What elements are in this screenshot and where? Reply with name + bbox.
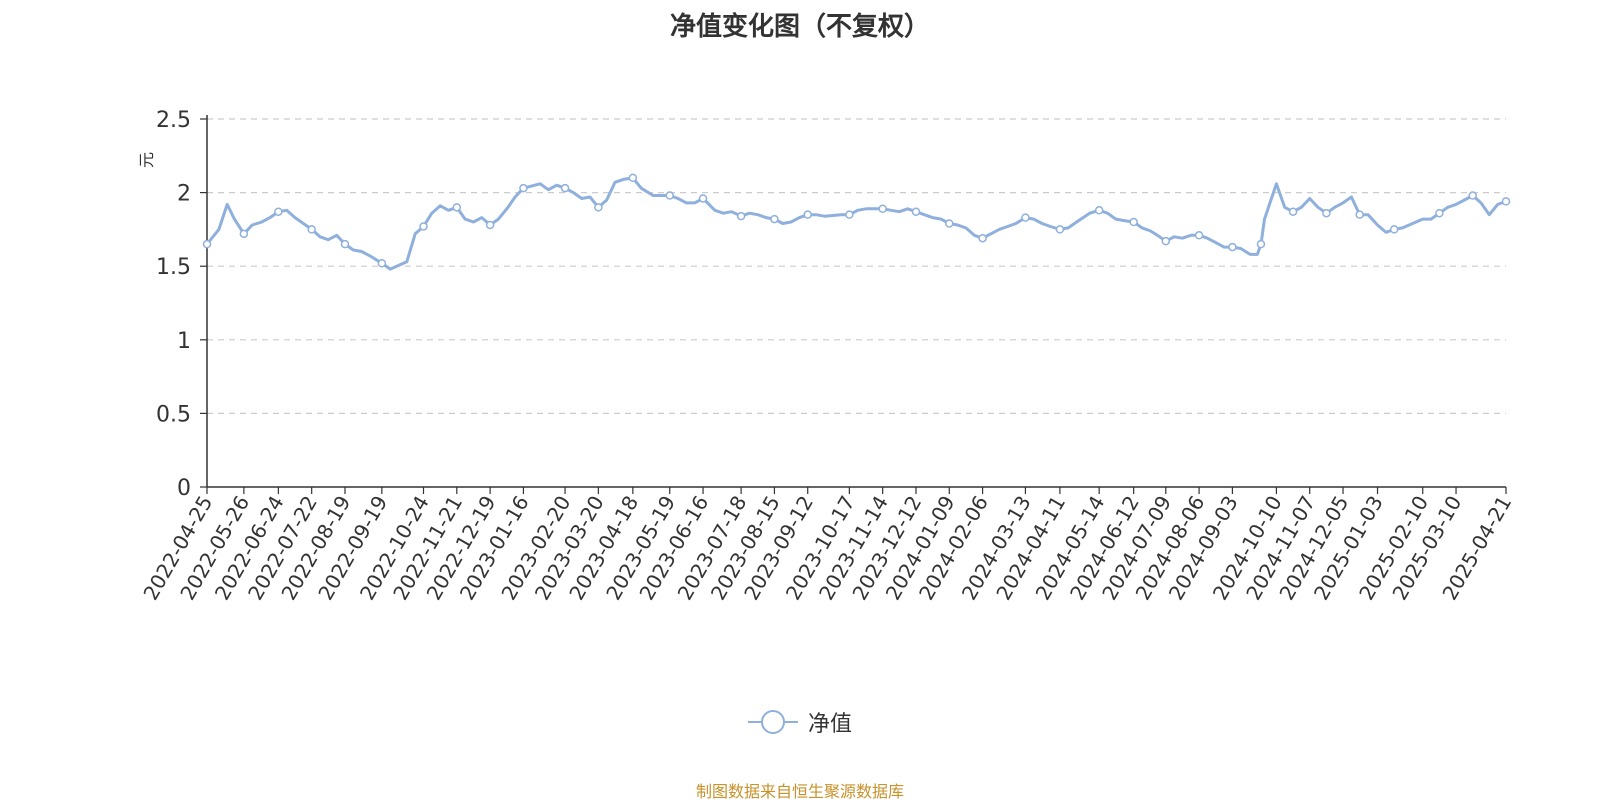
data-point-36[interactable] (519, 183, 528, 193)
data-point-80[interactable] (911, 207, 921, 216)
data-point-100[interactable] (1094, 206, 1104, 215)
series-layer (202, 173, 1511, 271)
data-point-52[interactable] (665, 191, 674, 200)
data-point-136[interactable] (1389, 225, 1399, 234)
legend-label: 净值 (807, 712, 852, 737)
x-tick-labels: 2022-04-252022-05-262022-06-242022-07-22… (138, 491, 1516, 604)
data-point-108[interactable] (1161, 236, 1171, 246)
data-point-132[interactable] (1355, 210, 1364, 219)
data-point-8[interactable] (274, 207, 283, 216)
data-point-116[interactable] (1228, 242, 1237, 252)
y-axis-label: 元 (137, 152, 156, 168)
data-point-92[interactable] (1021, 213, 1030, 222)
series-line-0 (205, 176, 1508, 271)
data-point-140[interactable] (1435, 208, 1444, 218)
axes (200, 115, 1507, 494)
data-point-128[interactable] (1322, 208, 1331, 218)
chart-title: 净值变化图（不复权） (669, 12, 930, 42)
data-point-12[interactable] (307, 225, 316, 234)
legend-line-marker-icon (747, 710, 798, 734)
legend[interactable]: 净值 (0, 706, 1600, 738)
data-point-104[interactable] (1129, 217, 1138, 227)
data-point-68[interactable] (803, 210, 812, 219)
data-point-148[interactable] (1501, 197, 1511, 206)
data-point-44[interactable] (594, 203, 603, 212)
data-point-76[interactable] (878, 204, 887, 214)
data-point-64[interactable] (770, 214, 779, 224)
y-tick-label-1: 0.5 (156, 402, 191, 427)
data-point-144[interactable] (1468, 191, 1477, 200)
data-point-112[interactable] (1194, 231, 1204, 240)
grid-lines (207, 118, 1506, 414)
data-point-48[interactable] (628, 173, 638, 183)
data-source-note: 制图数据来自恒生聚源数据库 (695, 782, 904, 801)
data-point-16[interactable] (340, 239, 350, 249)
data-point-4[interactable] (239, 229, 249, 239)
y-tick-label-0: 0 (177, 476, 191, 501)
data-point-0[interactable] (202, 239, 212, 249)
y-tick-label-2: 1 (177, 329, 191, 354)
data-point-72[interactable] (845, 210, 854, 219)
data-point-20[interactable] (377, 259, 387, 268)
data-point-32[interactable] (485, 220, 495, 230)
data-point-40[interactable] (560, 183, 570, 193)
data-point-120[interactable] (1256, 239, 1266, 249)
data-point-84[interactable] (945, 219, 954, 228)
data-point-88[interactable] (978, 233, 987, 243)
data-point-60[interactable] (736, 211, 746, 221)
y-tick-label-4: 2 (177, 182, 191, 207)
data-point-56[interactable] (698, 194, 708, 203)
y-tick-label-3: 1.5 (156, 255, 191, 280)
data-point-96[interactable] (1055, 225, 1065, 234)
data-point-24[interactable] (419, 222, 428, 231)
y-tick-labels: 0 0.5 1 1.5 2 2.5 (156, 108, 191, 501)
data-point-124[interactable] (1288, 207, 1298, 216)
y-tick-label-5: 2.5 (156, 108, 191, 133)
data-point-28[interactable] (452, 203, 462, 212)
